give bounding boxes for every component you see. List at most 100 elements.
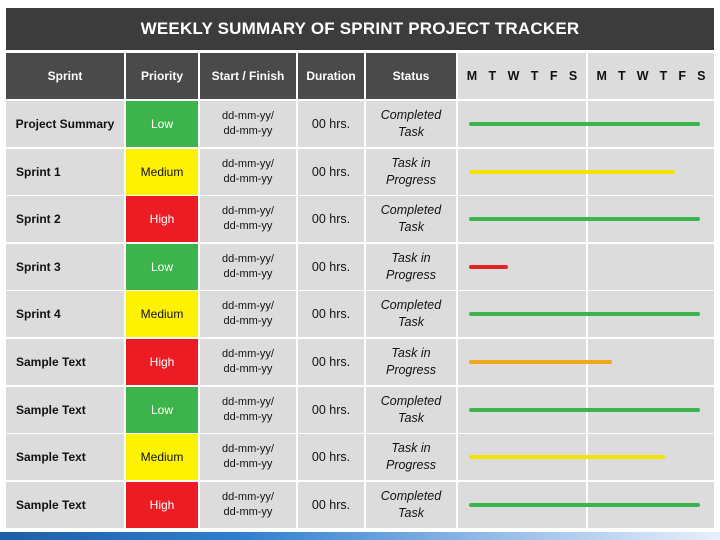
status-line-1: Completed	[380, 489, 442, 503]
day-label: S	[697, 69, 706, 83]
sprint-name: Sample Text	[6, 387, 124, 433]
status-line-1: Task in	[391, 346, 431, 360]
duration-value: 00 hrs.	[298, 434, 364, 480]
priority-badge: Medium	[126, 291, 198, 337]
day-label: M	[466, 69, 478, 83]
priority-badge: Medium	[126, 149, 198, 195]
status-line-1: Task in	[391, 251, 431, 265]
sprint-name: Sprint 1	[6, 149, 124, 195]
duration-value: 00 hrs.	[298, 149, 364, 195]
status-text: Completed Task	[366, 387, 456, 433]
priority-badge: Medium	[126, 434, 198, 480]
finish-date: dd-mm-yy	[223, 220, 273, 232]
date-stack: dd-mm-yy/dd-mm-yy	[222, 157, 274, 187]
sprint-name: Sample Text	[6, 482, 124, 528]
duration-value: 00 hrs.	[298, 482, 364, 528]
finish-date: dd-mm-yy	[223, 315, 273, 327]
status-line-2: Task	[398, 411, 424, 425]
status-line-2: Task	[398, 220, 424, 234]
start-date: dd-mm-yy/	[222, 396, 274, 408]
start-finish-dates: dd-mm-yy/dd-mm-yy	[200, 434, 296, 480]
finish-date: dd-mm-yy	[223, 268, 273, 280]
priority-badge: High	[126, 196, 198, 242]
start-date: dd-mm-yy/	[222, 443, 274, 455]
status-line-2: Progress	[385, 268, 437, 282]
finish-date: dd-mm-yy	[223, 506, 273, 518]
finish-date: dd-mm-yy	[223, 173, 273, 185]
day-label: F	[678, 69, 686, 83]
bottom-accent-strip	[0, 532, 720, 540]
day-label: T	[488, 69, 497, 83]
status-line-1: Task in	[391, 441, 431, 455]
start-finish-dates: dd-mm-yy/dd-mm-yy	[200, 244, 296, 290]
duration-value: 00 hrs.	[298, 339, 364, 385]
duration-value: 00 hrs.	[298, 101, 364, 147]
start-date: dd-mm-yy/	[222, 205, 274, 217]
start-finish-dates: dd-mm-yy/dd-mm-yy	[200, 482, 296, 528]
status-line-1: Completed	[380, 298, 442, 312]
finish-date: dd-mm-yy	[223, 411, 273, 423]
day-label: S	[568, 69, 578, 83]
status-line-1: Completed	[380, 203, 442, 217]
start-date: dd-mm-yy/	[222, 158, 274, 170]
start-date: dd-mm-yy/	[222, 300, 274, 312]
finish-date: dd-mm-yy	[223, 125, 273, 137]
start-finish-dates: dd-mm-yy/dd-mm-yy	[200, 101, 296, 147]
header-status: Status	[366, 53, 456, 99]
progress-bar	[469, 122, 700, 126]
priority-badge: Low	[126, 101, 198, 147]
progress-bar	[469, 408, 700, 412]
sprint-name: Sample Text	[6, 434, 124, 480]
priority-badge: Low	[126, 387, 198, 433]
day-label: W	[636, 69, 649, 83]
start-date: dd-mm-yy/	[222, 348, 274, 360]
date-stack: dd-mm-yy/dd-mm-yy	[222, 347, 274, 377]
status-stack: Completed Task	[381, 202, 441, 236]
priority-badge: High	[126, 339, 198, 385]
status-line-2: Task	[398, 506, 424, 520]
status-text: Completed Task	[366, 196, 456, 242]
day-label: T	[530, 69, 539, 83]
start-finish-dates: dd-mm-yy/dd-mm-yy	[200, 149, 296, 195]
status-stack: Completed Task	[381, 297, 441, 331]
sprint-name: Project Summary	[6, 101, 124, 147]
week2-cell	[588, 244, 714, 290]
day-label: T	[659, 69, 668, 83]
header-priority: Priority	[126, 53, 198, 99]
status-line-2: Task	[398, 315, 424, 329]
status-line-1: Completed	[380, 394, 442, 408]
status-line-2: Progress	[385, 173, 437, 187]
day-label: T	[618, 69, 626, 83]
status-stack: Completed Task	[381, 107, 441, 141]
status-text: Completed Task	[366, 101, 456, 147]
status-stack: Task in Progress	[386, 250, 436, 284]
day-label: W	[507, 69, 520, 83]
status-stack: Completed Task	[381, 488, 441, 522]
start-finish-dates: dd-mm-yy/dd-mm-yy	[200, 291, 296, 337]
status-stack: Completed Task	[381, 393, 441, 427]
day-label: M	[596, 69, 607, 83]
date-stack: dd-mm-yy/dd-mm-yy	[222, 490, 274, 520]
status-text: Completed Task	[366, 291, 456, 337]
priority-badge: High	[126, 482, 198, 528]
status-line-2: Progress	[385, 363, 437, 377]
finish-date: dd-mm-yy	[223, 363, 273, 375]
status-line-2: Task	[398, 125, 424, 139]
status-line-1: Completed	[380, 108, 442, 122]
progress-bar	[469, 312, 700, 316]
status-text: Task in Progress	[366, 434, 456, 480]
header-sprint: Sprint	[6, 53, 124, 99]
sprint-name: Sample Text	[6, 339, 124, 385]
status-line-1: Task in	[391, 156, 431, 170]
date-stack: dd-mm-yy/dd-mm-yy	[222, 395, 274, 425]
header-duration: Duration	[298, 53, 364, 99]
duration-value: 00 hrs.	[298, 244, 364, 290]
sprint-name: Sprint 3	[6, 244, 124, 290]
start-date: dd-mm-yy/	[222, 110, 274, 122]
progress-bar	[469, 217, 700, 221]
status-text: Task in Progress	[366, 149, 456, 195]
